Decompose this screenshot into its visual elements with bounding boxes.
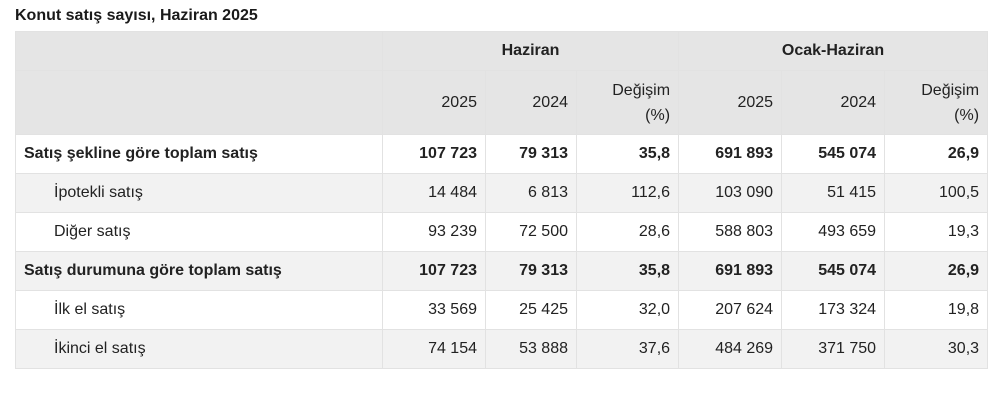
table-cell: 32,0 bbox=[575, 290, 680, 330]
column-header: 2024 bbox=[485, 70, 577, 135]
header-group-ocak-haziran: Ocak-Haziran bbox=[678, 31, 989, 71]
table-cell: 35,8 bbox=[575, 251, 680, 291]
header-column-row: 2025 2024 Değişim (%) 2025 2024 Değişim … bbox=[15, 70, 989, 135]
table-cell: 545 074 bbox=[781, 134, 886, 174]
table-cell: 74 154 bbox=[382, 329, 486, 369]
table-cell: 28,6 bbox=[575, 212, 680, 252]
table-cell: 493 659 bbox=[781, 212, 886, 252]
table-cell: 26,9 bbox=[884, 134, 989, 174]
table-cell: 107 723 bbox=[382, 134, 486, 174]
table-cell: 107 723 bbox=[382, 251, 486, 291]
table-cell: 19,8 bbox=[884, 290, 989, 330]
table-cell: 30,3 bbox=[884, 329, 989, 369]
row-label: Diğer satış bbox=[15, 212, 383, 252]
column-header: 2025 bbox=[678, 70, 783, 135]
table-cell: 691 893 bbox=[678, 134, 783, 174]
table-cell: 72 500 bbox=[485, 212, 577, 252]
table-cell: 103 090 bbox=[678, 173, 783, 213]
table-cell: 112,6 bbox=[575, 173, 680, 213]
table-cell: 33 569 bbox=[382, 290, 486, 330]
table-row: İkinci el satış 74 154 53 888 37,6 484 2… bbox=[15, 329, 989, 369]
table-cell: 79 313 bbox=[485, 134, 577, 174]
table-row: Diğer satış 93 239 72 500 28,6 588 803 4… bbox=[15, 212, 989, 252]
column-header: Değişim (%) bbox=[884, 70, 989, 135]
column-header: 2024 bbox=[781, 70, 886, 135]
header-group-row: Haziran Ocak-Haziran bbox=[15, 31, 989, 71]
table-cell: 93 239 bbox=[382, 212, 486, 252]
column-header: 2025 bbox=[382, 70, 486, 135]
table-cell: 371 750 bbox=[781, 329, 886, 369]
header-group-haziran: Haziran bbox=[381, 31, 680, 71]
header-label-cell bbox=[15, 70, 383, 135]
table-cell: 588 803 bbox=[678, 212, 783, 252]
table-cell: 25 425 bbox=[485, 290, 577, 330]
table-row: İpotekli satış 14 484 6 813 112,6 103 09… bbox=[15, 173, 989, 213]
table-cell: 53 888 bbox=[485, 329, 577, 369]
row-label: İlk el satış bbox=[15, 290, 383, 330]
table-row-total: Satış durumuna göre toplam satış 107 723… bbox=[15, 251, 989, 291]
table-cell: 79 313 bbox=[485, 251, 577, 291]
row-label: İkinci el satış bbox=[15, 329, 383, 369]
table-cell: 37,6 bbox=[575, 329, 680, 369]
table-cell: 14 484 bbox=[382, 173, 486, 213]
table-cell: 484 269 bbox=[678, 329, 783, 369]
table-row: İlk el satış 33 569 25 425 32,0 207 624 … bbox=[15, 290, 989, 330]
column-header: Değişim (%) bbox=[575, 70, 680, 135]
table-cell: 207 624 bbox=[678, 290, 783, 330]
table-row-total: Satış şekline göre toplam satış 107 723 … bbox=[15, 134, 989, 174]
row-label: İpotekli satış bbox=[15, 173, 383, 213]
row-label: Satış durumuna göre toplam satış bbox=[15, 251, 383, 291]
table-cell: 545 074 bbox=[781, 251, 886, 291]
housing-sales-table: Haziran Ocak-Haziran 2025 2024 Değişim (… bbox=[15, 31, 989, 369]
row-label: Satış şekline göre toplam satış bbox=[15, 134, 383, 174]
table-cell: 6 813 bbox=[485, 173, 577, 213]
table-cell: 691 893 bbox=[678, 251, 783, 291]
header-corner-cell bbox=[15, 31, 383, 71]
table-cell: 26,9 bbox=[884, 251, 989, 291]
table-title: Konut satış sayısı, Haziran 2025 bbox=[15, 7, 258, 24]
table-cell: 173 324 bbox=[781, 290, 886, 330]
table-cell: 19,3 bbox=[884, 212, 989, 252]
table-cell: 51 415 bbox=[781, 173, 886, 213]
table-cell: 100,5 bbox=[884, 173, 989, 213]
table-cell: 35,8 bbox=[575, 134, 680, 174]
